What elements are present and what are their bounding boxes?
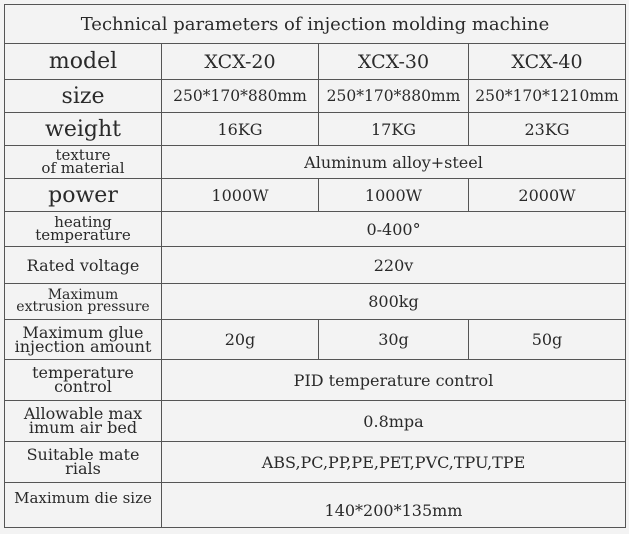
row-label: Rated voltage [4, 246, 162, 284]
label-line: Maximum glue [22, 322, 144, 342]
cell: 250*170*880mm [161, 79, 319, 113]
cell: 30g [318, 319, 469, 360]
label-line: temperature [35, 226, 131, 244]
cell: 50g [468, 319, 626, 360]
cell: 800kg [161, 283, 626, 320]
table-row: Maximum die size 140*200*135mm [4, 482, 626, 528]
title-row: Technical parameters of injection moldin… [4, 4, 626, 44]
cell: 250*170*880mm [318, 79, 469, 113]
table-row: texture of material Aluminum alloy+steel [4, 145, 626, 179]
label-line: injection amount [14, 336, 152, 356]
label-line: Maximum [47, 286, 119, 303]
table-row: weight 16KG 17KG 23KG [4, 112, 626, 146]
cell: XCX-30 [318, 43, 469, 80]
cell: XCX-20 [161, 43, 319, 80]
cell: 1000W [318, 178, 469, 212]
cell: 250*170*1210mm [468, 79, 626, 113]
label-line: rials [65, 459, 101, 478]
cell: 0.8mpa [161, 400, 626, 442]
label-line: texture [55, 146, 111, 165]
table-row: temperature control PID temperature contr… [4, 359, 626, 401]
cell: 0-400° [161, 211, 626, 247]
cell: ABS,PC,PP,PE,PET,PVC,TPU,TPE [161, 441, 626, 483]
cell: 23KG [468, 112, 626, 146]
label-line: Suitable mate [26, 445, 140, 465]
label-line: heating [54, 213, 112, 232]
row-label: Maximum die size [4, 482, 162, 528]
label-line: temperature [32, 363, 134, 383]
table-title: Technical parameters of injection moldin… [4, 4, 626, 44]
row-label: Allowable max imum air bed [4, 400, 162, 442]
cell: Aluminum alloy+steel [161, 145, 626, 179]
table-row: power 1000W 1000W 2000W [4, 178, 626, 212]
label-line: extrusion pressure [16, 298, 150, 315]
table-row: Maximum glue injection amount 20g 30g 50g [4, 319, 626, 360]
table-row: Maximum extrusion pressure 800kg [4, 283, 626, 320]
row-label: Maximum extrusion pressure [4, 283, 162, 320]
table-row: Rated voltage 220v [4, 246, 626, 284]
row-label: temperature control [4, 359, 162, 401]
row-label: Maximum glue injection amount [4, 319, 162, 360]
table-row: model XCX-20 XCX-30 XCX-40 [4, 43, 626, 80]
spec-table: Technical parameters of injection moldin… [4, 4, 626, 528]
label-line: Allowable max [23, 404, 143, 424]
table-row: Allowable max imum air bed 0.8mpa [4, 400, 626, 442]
cell: 16KG [161, 112, 319, 146]
row-label: heating temperature [4, 211, 162, 247]
row-label: Suitable mate rials [4, 441, 162, 483]
cell: 1000W [161, 178, 319, 212]
cell: XCX-40 [468, 43, 626, 80]
table-row: Suitable mate rials ABS,PC,PP,PE,PET,PVC,… [4, 441, 626, 483]
row-label: texture of material [4, 145, 162, 179]
cell: 2000W [468, 178, 626, 212]
cell: PID temperature control [161, 359, 626, 401]
table-row: size 250*170*880mm 250*170*880mm 250*170… [4, 79, 626, 113]
cell: 140*200*135mm [161, 482, 626, 528]
row-label: size [4, 79, 162, 113]
label-line: of material [41, 159, 125, 177]
table-row: heating temperature 0-400° [4, 211, 626, 247]
row-label: weight [4, 112, 162, 146]
cell: 17KG [318, 112, 469, 146]
row-label: model [4, 43, 162, 80]
row-label: power [4, 178, 162, 212]
cell: 220v [161, 246, 626, 284]
cell: 20g [161, 319, 319, 360]
label-line: imum air bed [28, 418, 138, 437]
label-line: control [54, 377, 112, 396]
